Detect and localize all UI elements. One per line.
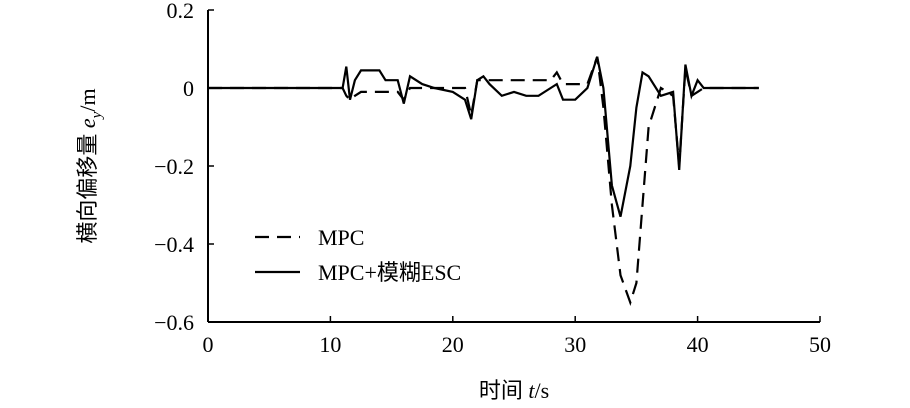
x-label-unit: /s — [534, 378, 549, 403]
x-tick-label: 20 — [442, 332, 464, 357]
y-label-unit: /m — [75, 88, 100, 111]
x-tick-label: 10 — [319, 332, 341, 357]
y-axis-label: 横向偏移量 ey/m — [75, 88, 105, 243]
x-tick-label: 30 — [564, 332, 586, 357]
legend-label: MPC — [318, 225, 364, 250]
legend-label: MPC+模糊ESC — [318, 260, 461, 285]
x-axis-label: 时间 t/s — [479, 378, 549, 403]
series-line — [208, 56, 759, 217]
series-line — [208, 56, 759, 306]
y-tick-label: −0.2 — [154, 154, 194, 179]
x-tick-label: 40 — [687, 332, 709, 357]
y-tick-label: 0.2 — [167, 0, 195, 23]
y-tick-label: −0.6 — [154, 310, 194, 335]
x-label-var: t — [528, 378, 535, 403]
y-tick-label: 0 — [183, 76, 194, 101]
y-label-text: 横向偏移量 — [75, 134, 100, 244]
x-tick-label: 50 — [809, 332, 831, 357]
x-tick-label: 0 — [203, 332, 214, 357]
x-label-text: 时间 — [479, 378, 523, 403]
y-label-sub: y — [89, 111, 105, 120]
y-tick-label: −0.4 — [154, 232, 194, 257]
y-label-var: e — [75, 118, 100, 128]
